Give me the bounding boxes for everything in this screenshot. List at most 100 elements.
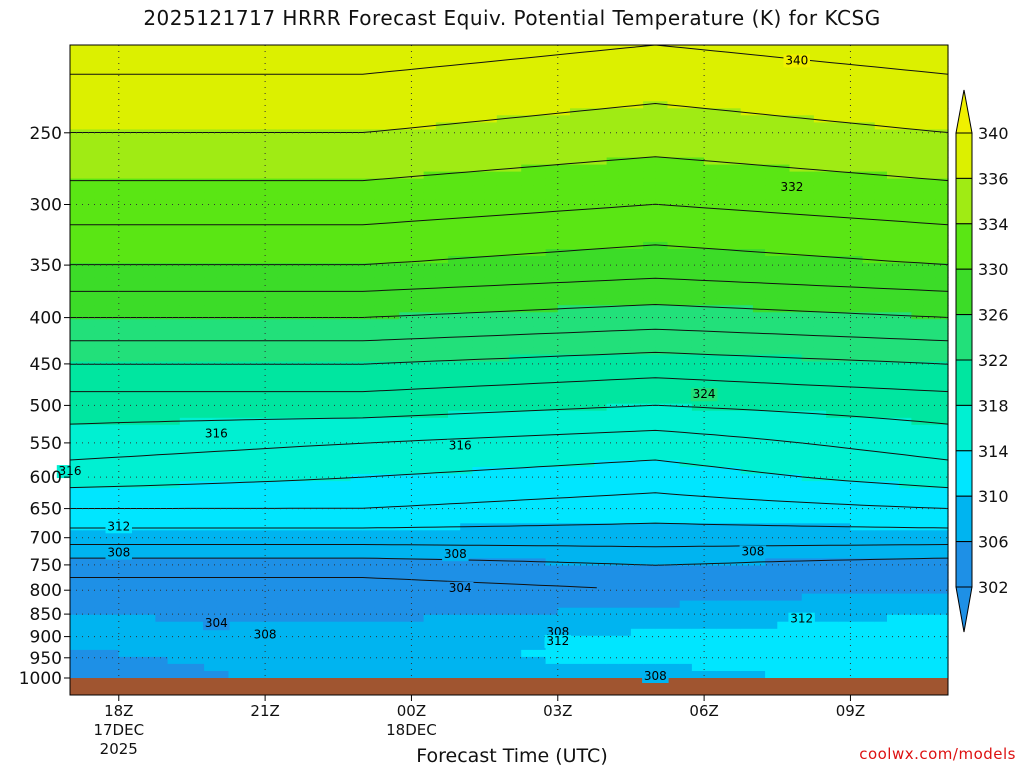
field-cell <box>679 94 693 102</box>
field-cell <box>155 410 169 419</box>
field-cell <box>277 368 291 377</box>
field-cell <box>131 586 144 595</box>
field-cell <box>143 474 156 482</box>
field-cell <box>313 185 327 194</box>
field-cell <box>228 298 242 306</box>
field-cell <box>240 607 254 616</box>
field-cell <box>667 256 681 264</box>
field-cell <box>338 579 352 588</box>
field-cell <box>155 642 169 651</box>
field-cell <box>667 263 681 271</box>
field-cell <box>131 460 144 468</box>
field-cell <box>460 558 473 566</box>
field-cell <box>557 389 571 398</box>
field-cell <box>155 551 169 559</box>
field-cell <box>618 157 632 166</box>
field-cell <box>655 157 669 166</box>
field-cell <box>204 628 217 637</box>
field-cell <box>435 59 449 67</box>
field-cell <box>301 424 315 433</box>
field-cell <box>106 410 120 419</box>
field-cell <box>496 220 510 229</box>
field-cell <box>728 333 742 341</box>
field-cell <box>387 45 400 53</box>
field-cell <box>411 59 425 67</box>
field-cell <box>94 178 108 187</box>
field-cell <box>228 389 242 398</box>
field-cell <box>484 516 498 524</box>
field-cell <box>399 544 413 552</box>
field-cell <box>131 614 144 623</box>
field-cell <box>643 164 656 173</box>
field-cell <box>326 438 339 447</box>
field-cell <box>594 600 608 609</box>
field-cell <box>594 516 608 524</box>
field-cell <box>716 178 730 187</box>
field-cell <box>179 375 193 384</box>
field-cell <box>387 178 400 187</box>
field-cell <box>570 671 583 679</box>
field-cell <box>350 516 364 524</box>
field-cell <box>265 452 278 461</box>
field-cell <box>740 45 754 53</box>
field-cell <box>277 333 291 341</box>
field-cell <box>472 284 486 292</box>
field-cell <box>118 474 132 482</box>
field-cell <box>411 424 425 433</box>
field-cell <box>265 305 278 313</box>
field-cell <box>131 438 144 447</box>
field-cell <box>399 382 413 391</box>
field-cell <box>191 467 205 475</box>
field-cell <box>618 382 632 391</box>
field-cell <box>496 136 510 144</box>
field-cell <box>240 572 254 581</box>
field-cell <box>277 115 291 123</box>
field-cell <box>472 579 486 588</box>
field-cell <box>155 199 169 208</box>
field-cell <box>277 291 291 299</box>
field-cell <box>594 319 608 327</box>
field-cell <box>216 129 230 137</box>
field-cell <box>131 593 144 602</box>
field-cell <box>460 45 473 53</box>
field-cell <box>533 361 547 370</box>
field-cell <box>533 474 547 482</box>
field-cell <box>277 579 291 588</box>
field-cell <box>533 59 547 67</box>
field-cell <box>496 642 510 651</box>
field-cell <box>545 213 559 222</box>
field-cell <box>326 284 339 292</box>
field-cell <box>143 467 156 475</box>
field-cell <box>350 452 364 461</box>
field-cell <box>228 572 242 581</box>
field-cell <box>179 298 193 306</box>
field-cell <box>533 305 547 313</box>
field-cell <box>252 87 266 95</box>
field-cell <box>521 220 534 229</box>
field-cell <box>252 516 266 524</box>
field-cell <box>350 326 364 334</box>
field-cell <box>387 502 400 510</box>
field-cell <box>143 628 156 637</box>
field-cell <box>118 438 132 447</box>
field-cell <box>362 607 376 616</box>
field-cell <box>362 157 376 166</box>
field-cell <box>106 45 120 53</box>
field-cell <box>326 73 339 81</box>
field-cell <box>704 206 717 215</box>
field-cell <box>570 502 583 510</box>
field-cell <box>606 474 620 482</box>
field-cell <box>265 509 278 517</box>
field-cell <box>204 333 217 341</box>
field-cell <box>374 284 388 292</box>
field-cell <box>411 502 425 510</box>
field-cell <box>338 347 352 355</box>
field-cell <box>655 101 669 109</box>
field-cell <box>350 579 364 588</box>
field-cell <box>704 326 717 334</box>
field-cell <box>570 368 583 377</box>
field-cell <box>411 206 425 215</box>
field-cell <box>131 115 144 123</box>
field-cell <box>252 312 266 320</box>
field-cell <box>618 354 632 363</box>
